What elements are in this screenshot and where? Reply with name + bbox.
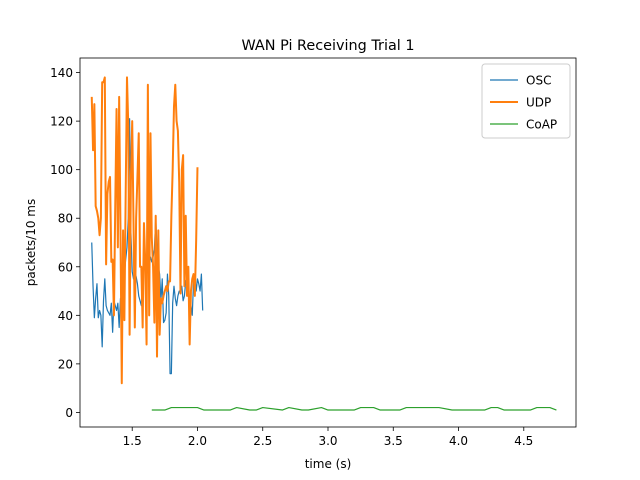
y-tick-label: 120	[50, 115, 73, 129]
x-tick-label: 1.5	[123, 434, 142, 448]
y-tick-label: 60	[58, 260, 73, 274]
y-tick-label: 80	[58, 212, 73, 226]
x-tick-label: 3.0	[318, 434, 337, 448]
legend-label-udp: UDP	[526, 96, 551, 110]
legend-label-coap: CoAP	[526, 118, 557, 132]
legend-label-osc: OSC	[526, 74, 551, 88]
x-axis-ticks: 1.5 2.0 2.5 3.0 3.5 4.0 4.5	[123, 427, 533, 448]
y-tick-label: 20	[58, 357, 73, 371]
y-tick-label: 0	[65, 406, 73, 420]
x-tick-label: 2.0	[188, 434, 207, 448]
y-axis-label: packets/10 ms	[24, 199, 38, 287]
chart-title: WAN Pi Receiving Trial 1	[241, 38, 414, 54]
legend: OSC UDP CoAP	[481, 63, 571, 139]
series-line-coap	[151, 406, 557, 411]
x-axis-label: time (s)	[305, 457, 352, 471]
x-tick-label: 3.5	[384, 434, 403, 448]
y-tick-label: 100	[50, 163, 73, 177]
series-layer	[90, 76, 557, 411]
x-tick-label: 2.5	[253, 434, 272, 448]
x-tick-label: 4.5	[514, 434, 533, 448]
x-tick-label: 4.0	[449, 434, 468, 448]
y-axis-ticks: 0 20 40 60 80 100 120 140	[50, 66, 80, 420]
legend-box	[481, 63, 571, 139]
series-line-udp	[90, 76, 199, 385]
y-tick-label: 40	[58, 309, 73, 323]
y-tick-label: 140	[50, 66, 73, 80]
